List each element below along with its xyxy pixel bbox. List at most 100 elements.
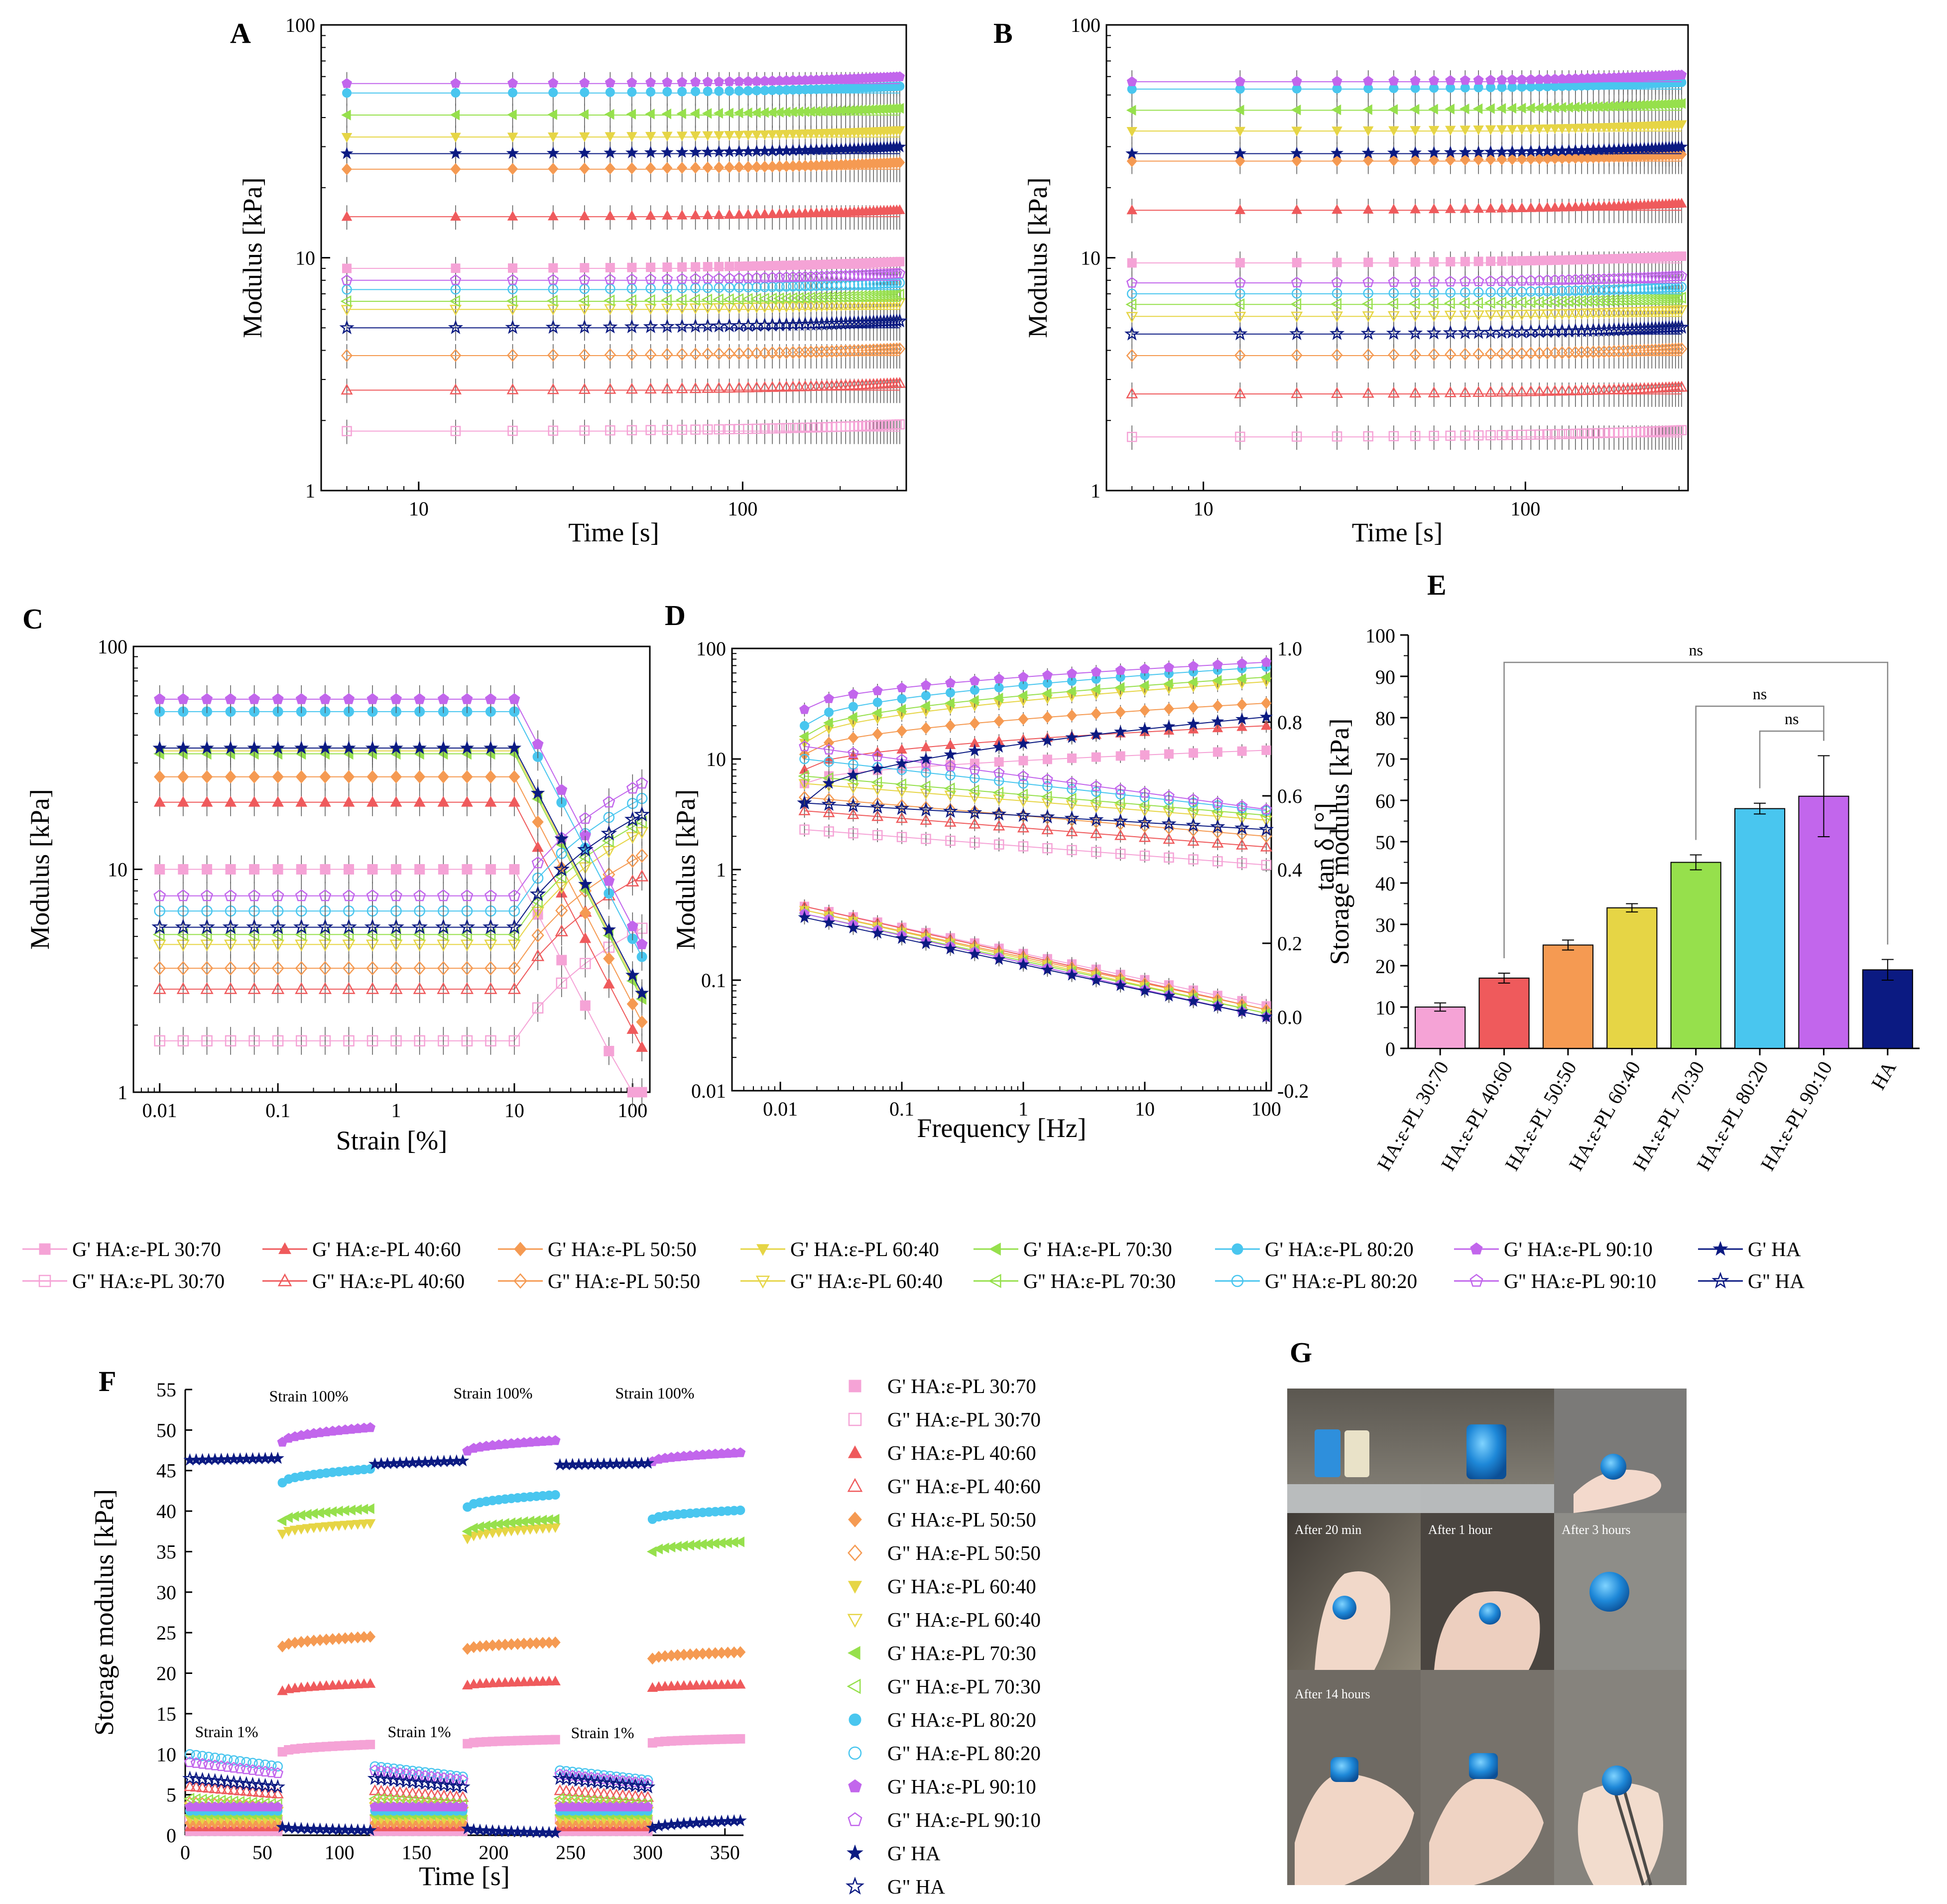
data-point xyxy=(1496,287,1507,297)
data-point xyxy=(295,961,308,976)
x-tick-label: 0.01 xyxy=(142,1099,177,1122)
data-point xyxy=(1041,790,1052,803)
data-point xyxy=(342,263,352,273)
data-point xyxy=(1211,715,1224,728)
data-point xyxy=(701,293,713,306)
data-point xyxy=(450,109,460,121)
data-point xyxy=(1496,385,1508,397)
data-point xyxy=(1188,854,1199,865)
data-point xyxy=(676,303,688,315)
data-point xyxy=(712,293,724,306)
data-point xyxy=(545,319,561,334)
data-point xyxy=(1289,326,1305,341)
data-point xyxy=(1260,803,1272,814)
data-point xyxy=(271,889,284,901)
data-point xyxy=(1460,126,1471,135)
data-point xyxy=(895,256,905,266)
data-point xyxy=(742,302,754,314)
data-point xyxy=(690,424,701,435)
data-point xyxy=(659,318,675,333)
data-point xyxy=(788,423,798,433)
data-point xyxy=(1291,387,1303,398)
data-point xyxy=(437,770,450,784)
data-point xyxy=(1496,203,1507,213)
data-point xyxy=(461,889,474,901)
data-point xyxy=(703,86,713,96)
data-point xyxy=(1126,432,1137,442)
panel-label-f: F xyxy=(99,1365,116,1397)
data-point xyxy=(603,952,615,965)
data-point xyxy=(1507,202,1518,213)
data-point xyxy=(674,318,690,333)
data-point xyxy=(1549,309,1561,320)
data-point xyxy=(675,145,689,158)
data-point xyxy=(412,928,425,941)
data-point xyxy=(1363,154,1374,167)
data-point xyxy=(968,784,979,797)
data-point xyxy=(840,344,852,358)
data-point xyxy=(1506,275,1518,286)
data-point xyxy=(625,294,636,307)
data-point xyxy=(1525,74,1536,84)
data-point xyxy=(921,679,931,690)
series-line xyxy=(159,869,642,1093)
data-point xyxy=(1234,387,1246,398)
data-point xyxy=(460,740,475,755)
data-point xyxy=(248,693,260,704)
data-point xyxy=(1496,103,1506,114)
data-point xyxy=(714,209,725,219)
data-point xyxy=(1564,285,1574,296)
data-point xyxy=(1090,684,1100,695)
data-point xyxy=(1235,712,1249,725)
data-point xyxy=(781,208,792,218)
x-tick-label: 0.1 xyxy=(889,1098,914,1120)
plot-frame xyxy=(731,647,1272,1092)
data-point xyxy=(787,381,799,391)
data-point xyxy=(751,160,762,173)
data-point xyxy=(993,819,1005,831)
data-point xyxy=(390,889,402,901)
data-point xyxy=(767,208,778,218)
data-point xyxy=(1593,428,1604,439)
data-point xyxy=(968,947,981,960)
data-point xyxy=(895,931,909,944)
data-point xyxy=(993,692,1003,704)
data-point xyxy=(1332,154,1342,167)
data-point xyxy=(1485,74,1496,85)
data-point xyxy=(724,76,735,86)
data-point xyxy=(1091,780,1102,791)
data-point xyxy=(295,693,307,704)
data-point xyxy=(767,423,778,434)
data-point xyxy=(506,349,519,362)
data-point xyxy=(1444,297,1455,309)
data-point xyxy=(1525,152,1536,165)
data-point xyxy=(605,162,615,175)
data-point xyxy=(1459,310,1471,322)
data-point xyxy=(714,424,725,435)
data-point xyxy=(1187,717,1200,730)
data-point xyxy=(176,928,188,941)
data-point xyxy=(343,889,355,901)
data-point xyxy=(1258,821,1274,836)
data-point xyxy=(508,796,520,807)
data-point xyxy=(1485,275,1496,286)
data-point xyxy=(625,146,638,158)
data-point xyxy=(661,273,673,284)
y-tick-label: 1 xyxy=(305,480,315,502)
data-point xyxy=(1042,688,1052,699)
data-point xyxy=(343,693,355,704)
data-point xyxy=(787,302,799,313)
data-point xyxy=(1363,431,1373,442)
data-point xyxy=(799,301,812,313)
y2-tick-label: -0.2 xyxy=(1277,1080,1309,1102)
data-point xyxy=(848,688,858,699)
data-point xyxy=(1138,799,1149,811)
data-point xyxy=(1261,656,1272,667)
data-point xyxy=(635,869,649,882)
data-point xyxy=(605,87,615,97)
data-point xyxy=(1331,387,1343,398)
data-point xyxy=(548,132,559,142)
data-point xyxy=(605,77,615,88)
data-point xyxy=(676,348,688,361)
data-point xyxy=(662,424,673,435)
